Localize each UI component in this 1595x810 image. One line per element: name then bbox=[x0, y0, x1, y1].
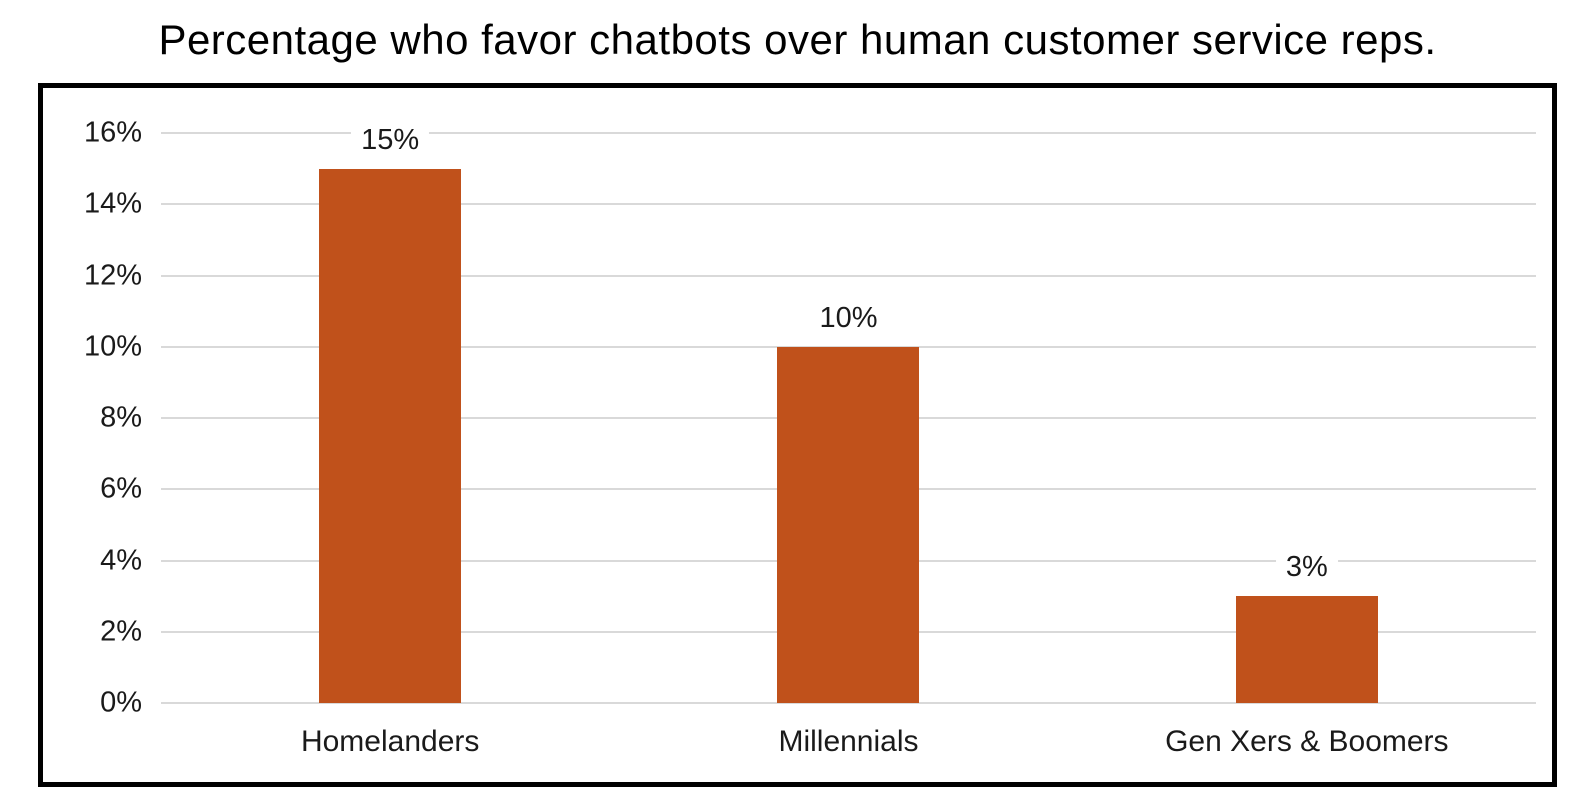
y-tick-label: 6% bbox=[100, 472, 142, 505]
y-tick-label: 10% bbox=[83, 330, 142, 363]
y-tick-label: 8% bbox=[100, 401, 142, 434]
gridline bbox=[161, 132, 1536, 134]
plot-area: 0% 2% 4% 6% 8% 10% 12% 14% 16% 15% Homelanders 10% M… bbox=[84, 117, 1536, 758]
y-tick-label: 14% bbox=[83, 187, 142, 220]
x-category-label-millennials: Millennials bbox=[778, 725, 919, 758]
gridline bbox=[161, 274, 1536, 277]
data-label-gen-xers-boomers: 3% bbox=[1275, 549, 1338, 587]
y-tick-label: 4% bbox=[100, 544, 142, 576]
category-slot-homelanders: 15% Homelanders bbox=[161, 121, 619, 758]
gridline bbox=[161, 203, 1536, 206]
category-slot-millennials: 10% Millennials bbox=[619, 133, 1077, 758]
chart-title: Percentage who favor chatbots over human… bbox=[158, 16, 1437, 63]
data-label-homelanders: 15% bbox=[351, 121, 430, 159]
y-tick-label: 12% bbox=[83, 259, 142, 291]
category-slot-gen-xers-boomers: 3% Gen Xers & Boomers bbox=[1078, 133, 1536, 758]
x-category-label-homelanders: Homelanders bbox=[300, 725, 480, 758]
bar-millennials bbox=[777, 346, 920, 703]
bar-homelanders bbox=[319, 168, 462, 703]
x-category-label-gen-xers-boomers: Gen Xers & Boomers bbox=[1165, 725, 1449, 758]
y-tick-label: 2% bbox=[100, 615, 142, 648]
gridline bbox=[161, 702, 1536, 704]
chart-frame: 0% 2% 4% 6% 8% 10% 12% 14% 16% 15% Homelanders 10% M… bbox=[38, 83, 1557, 787]
y-tick-label: 0% bbox=[100, 686, 142, 719]
bar-gen-xers-boomers bbox=[1235, 596, 1378, 703]
data-label-millennials: 10% bbox=[809, 299, 888, 337]
y-tick-label: 16% bbox=[83, 116, 142, 149]
